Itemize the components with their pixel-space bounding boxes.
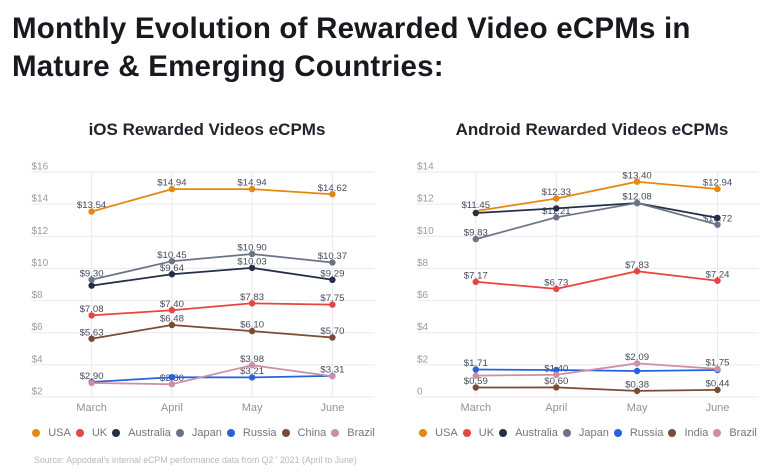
svg-text:$10.37: $10.37 — [318, 251, 347, 262]
svg-text:March: March — [461, 402, 492, 414]
svg-text:$2: $2 — [417, 354, 429, 365]
svg-text:$12: $12 — [417, 194, 434, 205]
svg-text:May: May — [627, 402, 648, 414]
svg-text:$6.73: $6.73 — [544, 278, 568, 289]
svg-text:$5.63: $5.63 — [80, 327, 104, 338]
svg-text:$7.83: $7.83 — [240, 292, 264, 303]
svg-text:$7.83: $7.83 — [625, 260, 649, 271]
svg-text:$11.45: $11.45 — [461, 200, 490, 211]
svg-text:$13.40: $13.40 — [622, 170, 651, 181]
svg-text:$7.40: $7.40 — [160, 299, 184, 310]
svg-text:$7.08: $7.08 — [80, 304, 104, 315]
svg-text:$14.94: $14.94 — [237, 178, 267, 189]
svg-text:$4: $4 — [417, 322, 429, 333]
svg-text:$12.08: $12.08 — [622, 192, 651, 203]
svg-text:$8: $8 — [32, 290, 44, 301]
svg-text:April: April — [161, 402, 183, 414]
svg-text:$5.70: $5.70 — [320, 326, 344, 337]
svg-text:June: June — [706, 402, 730, 414]
svg-text:$14: $14 — [32, 194, 49, 205]
svg-text:$12: $12 — [32, 226, 49, 237]
svg-text:$7.17: $7.17 — [464, 270, 488, 281]
svg-text:$3.98: $3.98 — [240, 354, 264, 365]
svg-text:April: April — [545, 402, 567, 414]
svg-text:$2: $2 — [32, 387, 44, 398]
svg-text:$9.83: $9.83 — [464, 228, 488, 239]
svg-text:$10: $10 — [417, 226, 434, 237]
svg-text:$12.94: $12.94 — [703, 178, 733, 189]
svg-text:$6: $6 — [32, 322, 44, 333]
svg-text:June: June — [320, 402, 344, 414]
svg-text:$14.94: $14.94 — [157, 178, 187, 189]
svg-text:$12.33: $12.33 — [542, 187, 571, 198]
svg-text:$10.03: $10.03 — [237, 257, 266, 268]
svg-text:$14: $14 — [417, 162, 434, 173]
svg-text:$3.31: $3.31 — [320, 365, 344, 376]
svg-text:March: March — [76, 402, 107, 414]
svg-text:$4: $4 — [32, 354, 44, 365]
svg-text:$14.62: $14.62 — [318, 183, 347, 194]
svg-text:$1.75: $1.75 — [705, 358, 729, 369]
svg-text:$2.09: $2.09 — [625, 352, 649, 363]
svg-text:$0.44: $0.44 — [705, 379, 730, 390]
svg-text:$0.60: $0.60 — [544, 376, 568, 387]
svg-text:May: May — [242, 402, 263, 414]
svg-text:$3.21: $3.21 — [240, 366, 264, 377]
svg-text:$7.75: $7.75 — [320, 293, 344, 304]
svg-text:$6.48: $6.48 — [160, 314, 184, 325]
svg-text:$9.64: $9.64 — [160, 263, 185, 274]
svg-text:$1.71: $1.71 — [464, 358, 488, 369]
svg-text:$0.38: $0.38 — [625, 380, 649, 391]
svg-text:$9.30: $9.30 — [80, 268, 104, 279]
svg-text:$16: $16 — [32, 162, 49, 173]
svg-text:$9.29: $9.29 — [320, 268, 344, 279]
svg-text:$7.24: $7.24 — [705, 269, 730, 280]
svg-text:$8: $8 — [417, 258, 429, 269]
svg-text:$6: $6 — [417, 290, 429, 301]
svg-text:0: 0 — [417, 387, 423, 398]
svg-text:$13.54: $13.54 — [77, 200, 107, 211]
svg-text:$6.10: $6.10 — [240, 320, 264, 331]
svg-text:$0.59: $0.59 — [464, 376, 488, 387]
svg-text:$10: $10 — [32, 258, 49, 269]
svg-text:$10.90: $10.90 — [237, 243, 266, 254]
svg-text:$10.45: $10.45 — [157, 250, 186, 261]
svg-text:$2.90: $2.90 — [80, 371, 104, 382]
